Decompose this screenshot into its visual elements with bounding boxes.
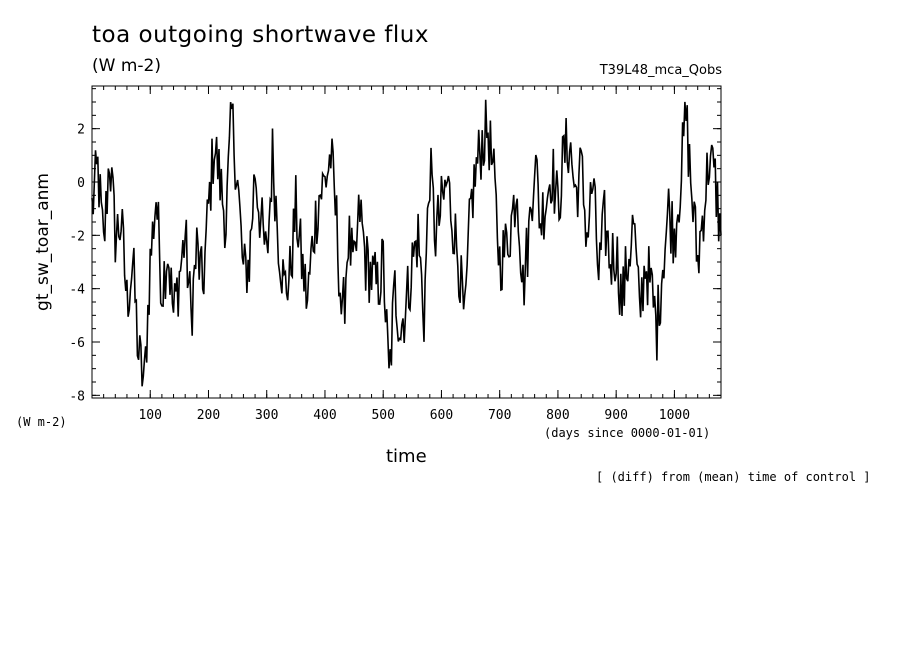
series-layer bbox=[91, 99, 722, 387]
footer-note: [ (diff) from (mean) time of control ] bbox=[596, 470, 871, 484]
y-tick-label: -2 bbox=[69, 229, 85, 244]
chart-units: (W m-2) bbox=[92, 56, 161, 76]
run-name: T39L48_mca_Qobs bbox=[599, 63, 722, 78]
x-tick-label: 900 bbox=[604, 408, 627, 423]
chart-title: toa outgoing shortwave flux bbox=[92, 22, 429, 48]
x-axis-units: (days since 0000-01-01) bbox=[544, 426, 711, 440]
plot-frame bbox=[91, 85, 722, 399]
y-axis-units: (W m-2) bbox=[16, 415, 67, 429]
y-tick-label: 0 bbox=[77, 176, 85, 191]
x-tick-label: 1000 bbox=[659, 408, 690, 423]
x-tick-label: 600 bbox=[430, 408, 453, 423]
axes-layer: 100 200 300 400 500 600 700 800 900 1000 -8 -6 -4 -2 0… bbox=[69, 86, 722, 423]
series-line bbox=[91, 99, 722, 387]
y-tick-label: -6 bbox=[69, 336, 85, 351]
y-tick-label: -8 bbox=[69, 389, 85, 404]
x-axis-label: time bbox=[386, 446, 427, 467]
y-axis-label: gt_sw_toar_anm bbox=[33, 173, 53, 311]
y-tick-label: -4 bbox=[69, 283, 85, 298]
y-tick-label: 2 bbox=[77, 123, 85, 138]
x-tick-label: 700 bbox=[488, 408, 511, 423]
x-tick-label: 800 bbox=[546, 408, 569, 423]
x-tick-label: 100 bbox=[138, 408, 161, 423]
x-tick-label: 400 bbox=[313, 408, 336, 423]
x-tick-label: 300 bbox=[255, 408, 278, 423]
x-tick-label: 200 bbox=[197, 408, 220, 423]
x-tick-label: 500 bbox=[371, 408, 394, 423]
